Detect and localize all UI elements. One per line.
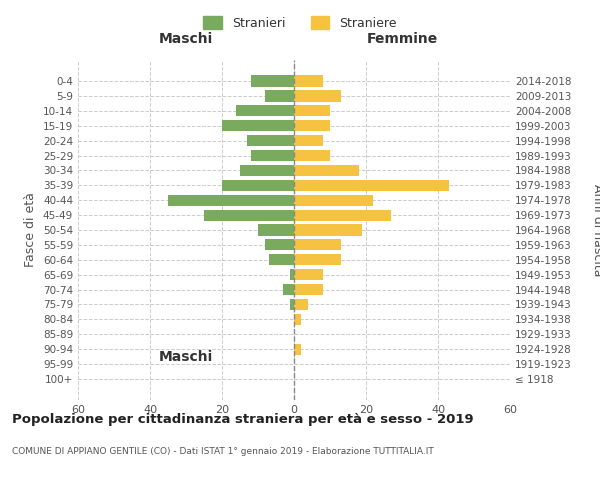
Text: Popolazione per cittadinanza straniera per età e sesso - 2019: Popolazione per cittadinanza straniera p… (12, 412, 473, 426)
Text: Maschi: Maschi (159, 350, 213, 364)
Legend: Stranieri, Straniere: Stranieri, Straniere (198, 11, 402, 35)
Text: Maschi: Maschi (159, 32, 213, 46)
Bar (294, 105, 330, 117)
Bar (294, 269, 323, 280)
Bar (265, 90, 294, 102)
Bar (294, 76, 323, 86)
Bar (168, 194, 294, 206)
Y-axis label: Anni di nascita: Anni di nascita (591, 184, 600, 276)
Bar (294, 344, 301, 355)
Bar (269, 254, 294, 266)
Bar (294, 240, 341, 250)
Bar (294, 210, 391, 220)
Bar (294, 135, 323, 146)
Bar (294, 194, 373, 206)
Bar (294, 254, 341, 266)
Bar (251, 150, 294, 161)
Bar (294, 284, 323, 295)
Y-axis label: Fasce di età: Fasce di età (25, 192, 37, 268)
Bar (294, 120, 330, 132)
Bar (236, 105, 294, 117)
Bar (294, 299, 308, 310)
Bar (290, 299, 294, 310)
Text: Femmine: Femmine (367, 32, 437, 46)
Bar (294, 165, 359, 176)
Bar (265, 240, 294, 250)
Bar (240, 165, 294, 176)
Bar (283, 284, 294, 295)
Bar (251, 76, 294, 86)
Bar (222, 180, 294, 191)
Bar (294, 314, 301, 325)
Bar (294, 224, 362, 235)
Text: COMUNE DI APPIANO GENTILE (CO) - Dati ISTAT 1° gennaio 2019 - Elaborazione TUTTI: COMUNE DI APPIANO GENTILE (CO) - Dati IS… (12, 448, 434, 456)
Bar (258, 224, 294, 235)
Bar (204, 210, 294, 220)
Bar (294, 90, 341, 102)
Bar (290, 269, 294, 280)
Bar (247, 135, 294, 146)
Bar (294, 180, 449, 191)
Bar (222, 120, 294, 132)
Bar (294, 150, 330, 161)
